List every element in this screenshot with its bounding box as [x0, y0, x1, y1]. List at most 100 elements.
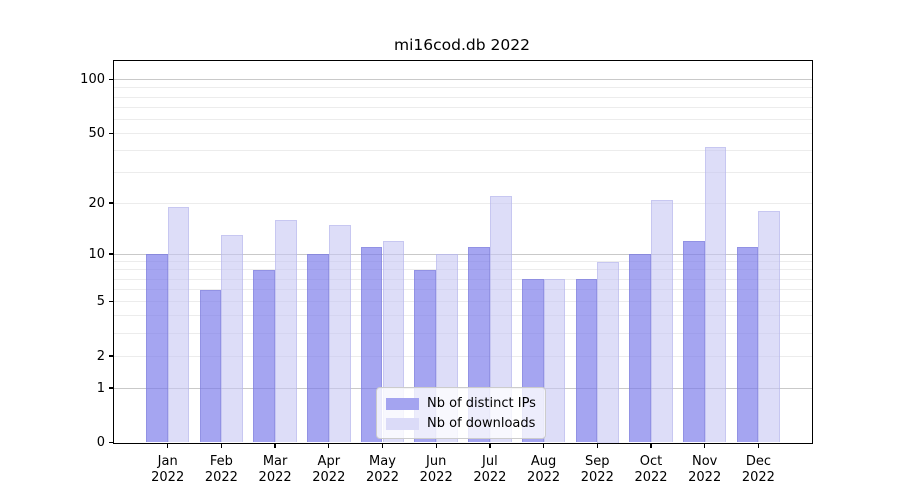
y-axis-tick-label: 1: [96, 380, 105, 396]
year-label: 2022: [204, 469, 238, 485]
year-label: 2022: [688, 469, 722, 485]
year-label: 2022: [365, 469, 400, 485]
legend-entry: Nb of distinct IPs: [386, 395, 536, 412]
year-label: 2022: [151, 469, 185, 485]
x-axis-tick-label: Feb 2022: [189, 454, 253, 485]
x-axis-tick: [542, 443, 545, 448]
x-axis-tick-label: Dec 2022: [726, 454, 790, 485]
minor-gridline: [114, 261, 812, 262]
major-gridline: [114, 253, 812, 255]
chart-title: mi16cod.db 2022: [394, 36, 530, 54]
minor-gridline: [114, 289, 812, 291]
minor-gridline: [114, 333, 812, 335]
major-gridline: [114, 79, 812, 81]
bar-downloads: [758, 211, 781, 443]
month-label: May: [369, 454, 396, 469]
year-label: 2022: [312, 469, 346, 485]
bar-downloads: [221, 235, 244, 443]
bar-distinct-ips: [307, 254, 329, 443]
x-axis-tick-label: Jun 2022: [404, 454, 468, 485]
year-label: 2022: [419, 469, 453, 485]
month-label: Jun: [426, 454, 447, 469]
x-axis-tick-label: Jul 2022: [458, 454, 522, 485]
month-label: Jul: [482, 454, 498, 469]
year-label: 2022: [527, 469, 561, 485]
minor-gridline: [114, 315, 812, 317]
bar-distinct-ips: [253, 269, 276, 443]
bar-downloads: [651, 199, 673, 443]
x-axis-tick: [704, 443, 706, 448]
bar-distinct-ips: [629, 254, 651, 443]
bar-distinct-ips: [682, 240, 705, 443]
minor-gridline: [114, 118, 812, 120]
minor-gridline: [114, 355, 812, 357]
y-axis-tick: [108, 202, 114, 204]
x-axis-tick: [274, 443, 276, 448]
bar-downloads: [543, 279, 566, 443]
x-axis-tick-label: Aug 2022: [512, 454, 576, 485]
year-label: 2022: [473, 469, 507, 485]
y-axis-tick: [108, 355, 114, 357]
x-axis-tick: [328, 443, 330, 448]
minor-gridline: [114, 106, 812, 108]
y-axis-tick-label: 10: [88, 246, 105, 262]
y-axis-tick: [108, 253, 114, 255]
x-axis-tick-label: Jan 2022: [136, 454, 200, 485]
legend-entry-label: Nb of distinct IPs: [427, 396, 536, 411]
bar-downloads: [328, 224, 351, 443]
minor-gridline: [114, 301, 812, 303]
x-axis-tick: [435, 443, 437, 448]
y-axis-tick: [108, 79, 114, 81]
bar-downloads: [489, 196, 512, 443]
legend: Nb of distinct IPs Nb of downloads: [376, 387, 546, 439]
bar-distinct-ips: [575, 279, 598, 443]
x-axis-tick: [489, 443, 491, 448]
x-axis-tick-label: Mar 2022: [243, 454, 307, 485]
legend-swatch: [386, 397, 419, 410]
month-label: Dec: [745, 454, 771, 469]
year-label: 2022: [741, 469, 775, 485]
minor-gridline: [114, 87, 812, 89]
x-axis-tick-label: May 2022: [351, 454, 415, 485]
legend-entry: Nb of downloads: [386, 415, 536, 432]
x-axis-tick: [167, 443, 169, 448]
y-axis-tick-label: 20: [88, 195, 105, 211]
year-label: 2022: [258, 469, 292, 485]
legend-swatch: [386, 417, 419, 430]
y-axis-tick-label: 50: [88, 125, 105, 141]
x-axis-tick: [757, 443, 760, 448]
x-axis-tick-label: Sep 2022: [565, 454, 629, 485]
legend-entry-label: Nb of downloads: [427, 416, 536, 431]
minor-gridline: [114, 96, 812, 98]
month-label: Apr: [317, 454, 341, 469]
month-label: Sep: [585, 454, 610, 469]
month-label: Mar: [262, 454, 288, 469]
x-axis-tick-label: Oct 2022: [619, 454, 683, 485]
month-label: Nov: [692, 454, 718, 469]
minor-gridline: [114, 202, 812, 204]
bar-distinct-ips: [199, 289, 222, 443]
y-axis-tick: [108, 132, 114, 135]
x-axis-tick: [220, 443, 223, 448]
minor-gridline: [114, 172, 812, 174]
month-label: Jan: [157, 454, 178, 469]
y-axis-tick-label: 0: [96, 435, 105, 450]
x-axis-tick: [596, 443, 598, 448]
bar-downloads: [597, 261, 620, 443]
x-axis-tick-label: Nov 2022: [673, 454, 737, 485]
y-axis-tick-label: 5: [96, 294, 105, 310]
x-axis-tick: [650, 443, 652, 448]
x-axis-tick-label: Apr 2022: [297, 454, 361, 485]
year-label: 2022: [580, 469, 614, 485]
y-axis-tick-label: 2: [96, 348, 105, 364]
month-label: Feb: [209, 454, 233, 469]
x-axis-tick: [381, 443, 384, 448]
y-axis-tick: [108, 441, 114, 444]
y-axis-tick: [108, 387, 114, 389]
bar-distinct-ips: [736, 247, 759, 443]
y-axis-tick: [108, 300, 114, 303]
month-label: Oct: [639, 454, 663, 469]
month-label: Aug: [530, 454, 557, 469]
bar-downloads: [275, 219, 297, 443]
